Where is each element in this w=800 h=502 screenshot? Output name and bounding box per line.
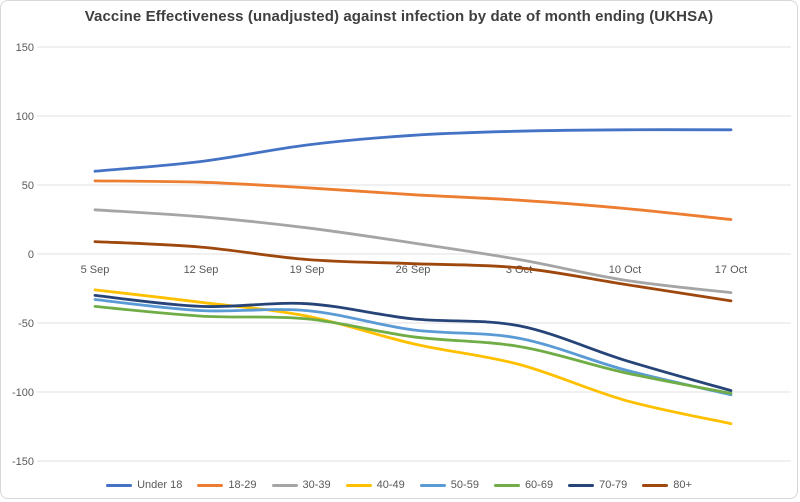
legend-label: 18-29 <box>228 478 257 491</box>
legend-swatch-under-18 <box>106 483 133 487</box>
legend-label: 70-79 <box>599 478 628 491</box>
x-axis-tick-label: 10 Oct <box>609 264 641 276</box>
y-axis-tick-label: -100 <box>12 387 34 399</box>
chart-legend: Under 18 18-29 30-39 40-49 50-59 60-69 70-79 80… <box>1 475 797 495</box>
y-axis-tick-label: -150 <box>12 456 34 468</box>
y-axis-tick-label: 100 <box>16 111 34 123</box>
legend-item-40-49: 40-49 <box>345 478 405 491</box>
legend-item-70-79: 70-79 <box>568 478 628 491</box>
legend-swatch-50-59 <box>419 483 446 487</box>
x-axis-tick-label: 5 Sep <box>81 264 110 276</box>
legend-swatch-70-79 <box>568 483 595 487</box>
y-axis-tick-label: 50 <box>22 180 34 192</box>
x-axis-tick-label: 17 Oct <box>715 264 747 276</box>
series-line-50-59 <box>93 298 733 397</box>
chart-title: Vaccine Effectiveness (unadjusted) again… <box>84 8 714 25</box>
legend-item-30-39: 30-39 <box>271 478 331 491</box>
series-line-60-69 <box>93 305 733 395</box>
legend-swatch-80 <box>642 483 669 487</box>
legend-label: 80+ <box>673 478 692 491</box>
series-line-80 <box>93 240 733 303</box>
legend-label: 60-69 <box>524 478 554 491</box>
legend-label: 50-59 <box>450 478 479 491</box>
legend-swatch-40-49 <box>345 483 372 487</box>
series-line-70-79 <box>93 294 733 392</box>
y-axis-tick-label: -50 <box>18 318 34 330</box>
y-axis-tick-label: 0 <box>28 249 34 261</box>
legend-item-under-18: Under 18 <box>106 478 183 491</box>
legend-item-80: 80+ <box>642 478 692 491</box>
y-axis-tick-label: 150 <box>16 42 34 54</box>
legend-item-60-69: 60-69 <box>493 478 554 491</box>
series-line-30-39 <box>93 208 733 294</box>
series-line-under-18 <box>93 128 733 173</box>
legend-swatch-30-39 <box>271 483 298 487</box>
series-line-40-49 <box>93 288 733 426</box>
legend-swatch-60-69 <box>493 483 520 487</box>
x-axis-tick-label: 26 Sep <box>396 264 431 276</box>
legend-label: Under 18 <box>137 478 183 491</box>
x-axis-tick-label: 12 Sep <box>184 264 219 276</box>
x-axis-tick-label: 19 Sep <box>290 264 325 276</box>
legend-item-50-59: 50-59 <box>419 478 479 491</box>
legend-label: 30-39 <box>302 478 331 491</box>
legend-item-18-29: 18-29 <box>197 478 257 491</box>
legend-swatch-18-29 <box>197 483 224 487</box>
legend-label: 40-49 <box>376 478 405 491</box>
series-line-18-29 <box>93 179 733 221</box>
